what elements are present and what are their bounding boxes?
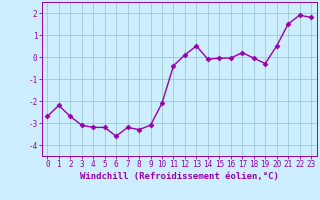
X-axis label: Windchill (Refroidissement éolien,°C): Windchill (Refroidissement éolien,°C) [80,172,279,181]
